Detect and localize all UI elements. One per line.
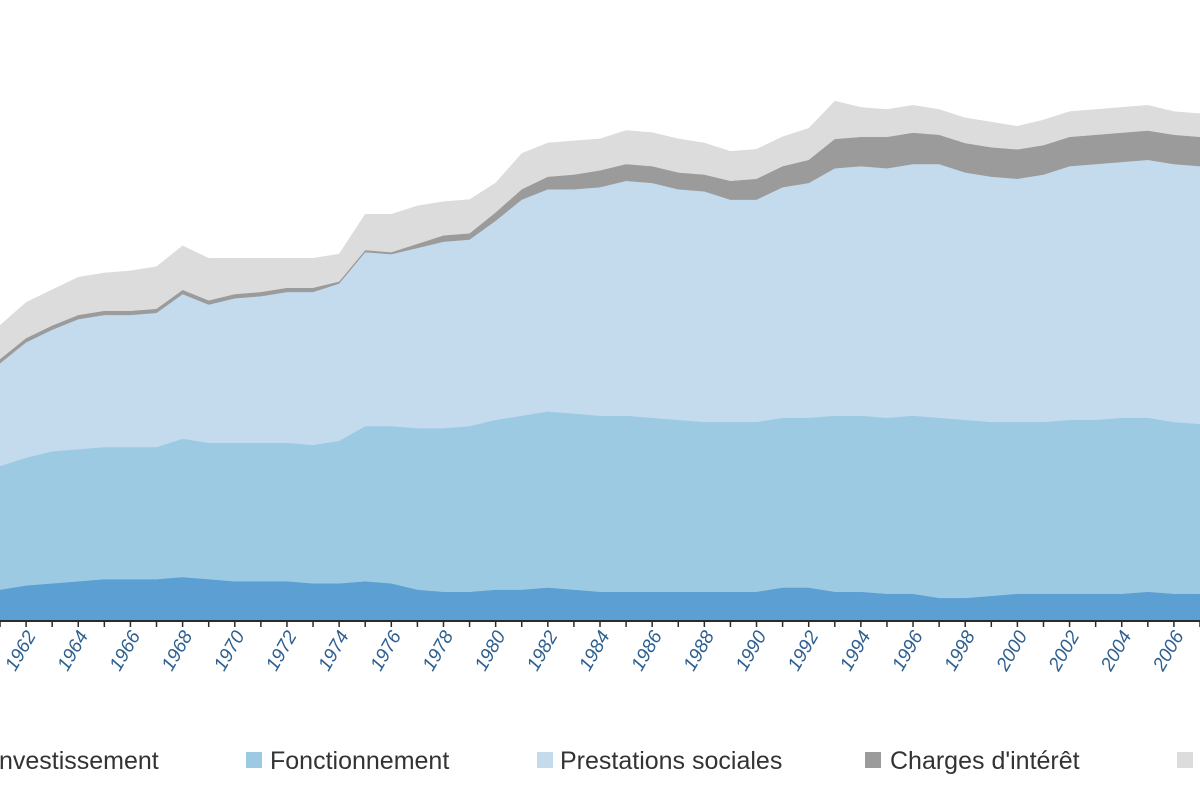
area-series-other-4	[0, 100, 1200, 360]
legend-swatch	[1177, 752, 1193, 768]
x-tick-label-1982: 1982	[523, 627, 563, 674]
legend-item-charges-d-interet: Charges d'intérêt	[865, 747, 1080, 775]
legend-item-prestations-sociales: Prestations sociales	[537, 747, 782, 775]
legend-item-investissement: Investissement	[0, 747, 159, 775]
legend-item-fonctionnement: Fonctionnement	[246, 747, 449, 775]
x-tick-label-1996: 1996	[888, 627, 928, 674]
x-axis-ticks	[0, 621, 1200, 627]
x-tick-label-1970: 1970	[210, 627, 250, 674]
x-tick-label-1968: 1968	[158, 627, 198, 674]
x-axis-tick-labels: 1962 1964 1966 1968 1970 1972 1974 1976 1978 1980…	[1, 627, 1188, 675]
x-tick-label-1976: 1976	[367, 627, 407, 674]
x-tick-label-1974: 1974	[314, 628, 353, 675]
legend-swatch	[537, 752, 553, 768]
x-tick-label-1994: 1994	[836, 628, 875, 675]
legend-item-other-4	[1177, 752, 1193, 768]
legend-label: Investissement	[0, 747, 159, 775]
legend-label: Prestations sociales	[560, 747, 782, 775]
x-tick-label-1962: 1962	[1, 627, 41, 674]
x-tick-label-1964: 1964	[54, 628, 93, 675]
x-tick-label-1990: 1990	[732, 627, 772, 674]
x-tick-label-1972: 1972	[262, 627, 302, 674]
x-tick-label-2000: 2000	[992, 627, 1032, 675]
x-tick-label-1984: 1984	[575, 628, 614, 675]
x-tick-label-2006: 2006	[1149, 627, 1189, 675]
x-tick-label-1980: 1980	[471, 627, 511, 674]
x-tick-label-1986: 1986	[628, 627, 668, 674]
x-tick-label-1966: 1966	[106, 627, 146, 674]
legend: Investissement Fonctionnement Prestations …	[0, 747, 1193, 775]
x-tick-label-1998: 1998	[941, 627, 981, 674]
x-tick-label-1988: 1988	[680, 627, 720, 674]
legend-label: Charges d'intérêt	[890, 747, 1080, 775]
legend-swatch	[246, 752, 262, 768]
x-tick-label-2004: 2004	[1097, 628, 1137, 676]
area-series-group	[0, 100, 1200, 622]
x-tick-label-1992: 1992	[784, 627, 824, 674]
x-tick-label-1978: 1978	[419, 627, 459, 674]
legend-swatch	[865, 752, 881, 768]
x-tick-label-2002: 2002	[1044, 627, 1084, 675]
legend-label: Fonctionnement	[270, 747, 449, 775]
